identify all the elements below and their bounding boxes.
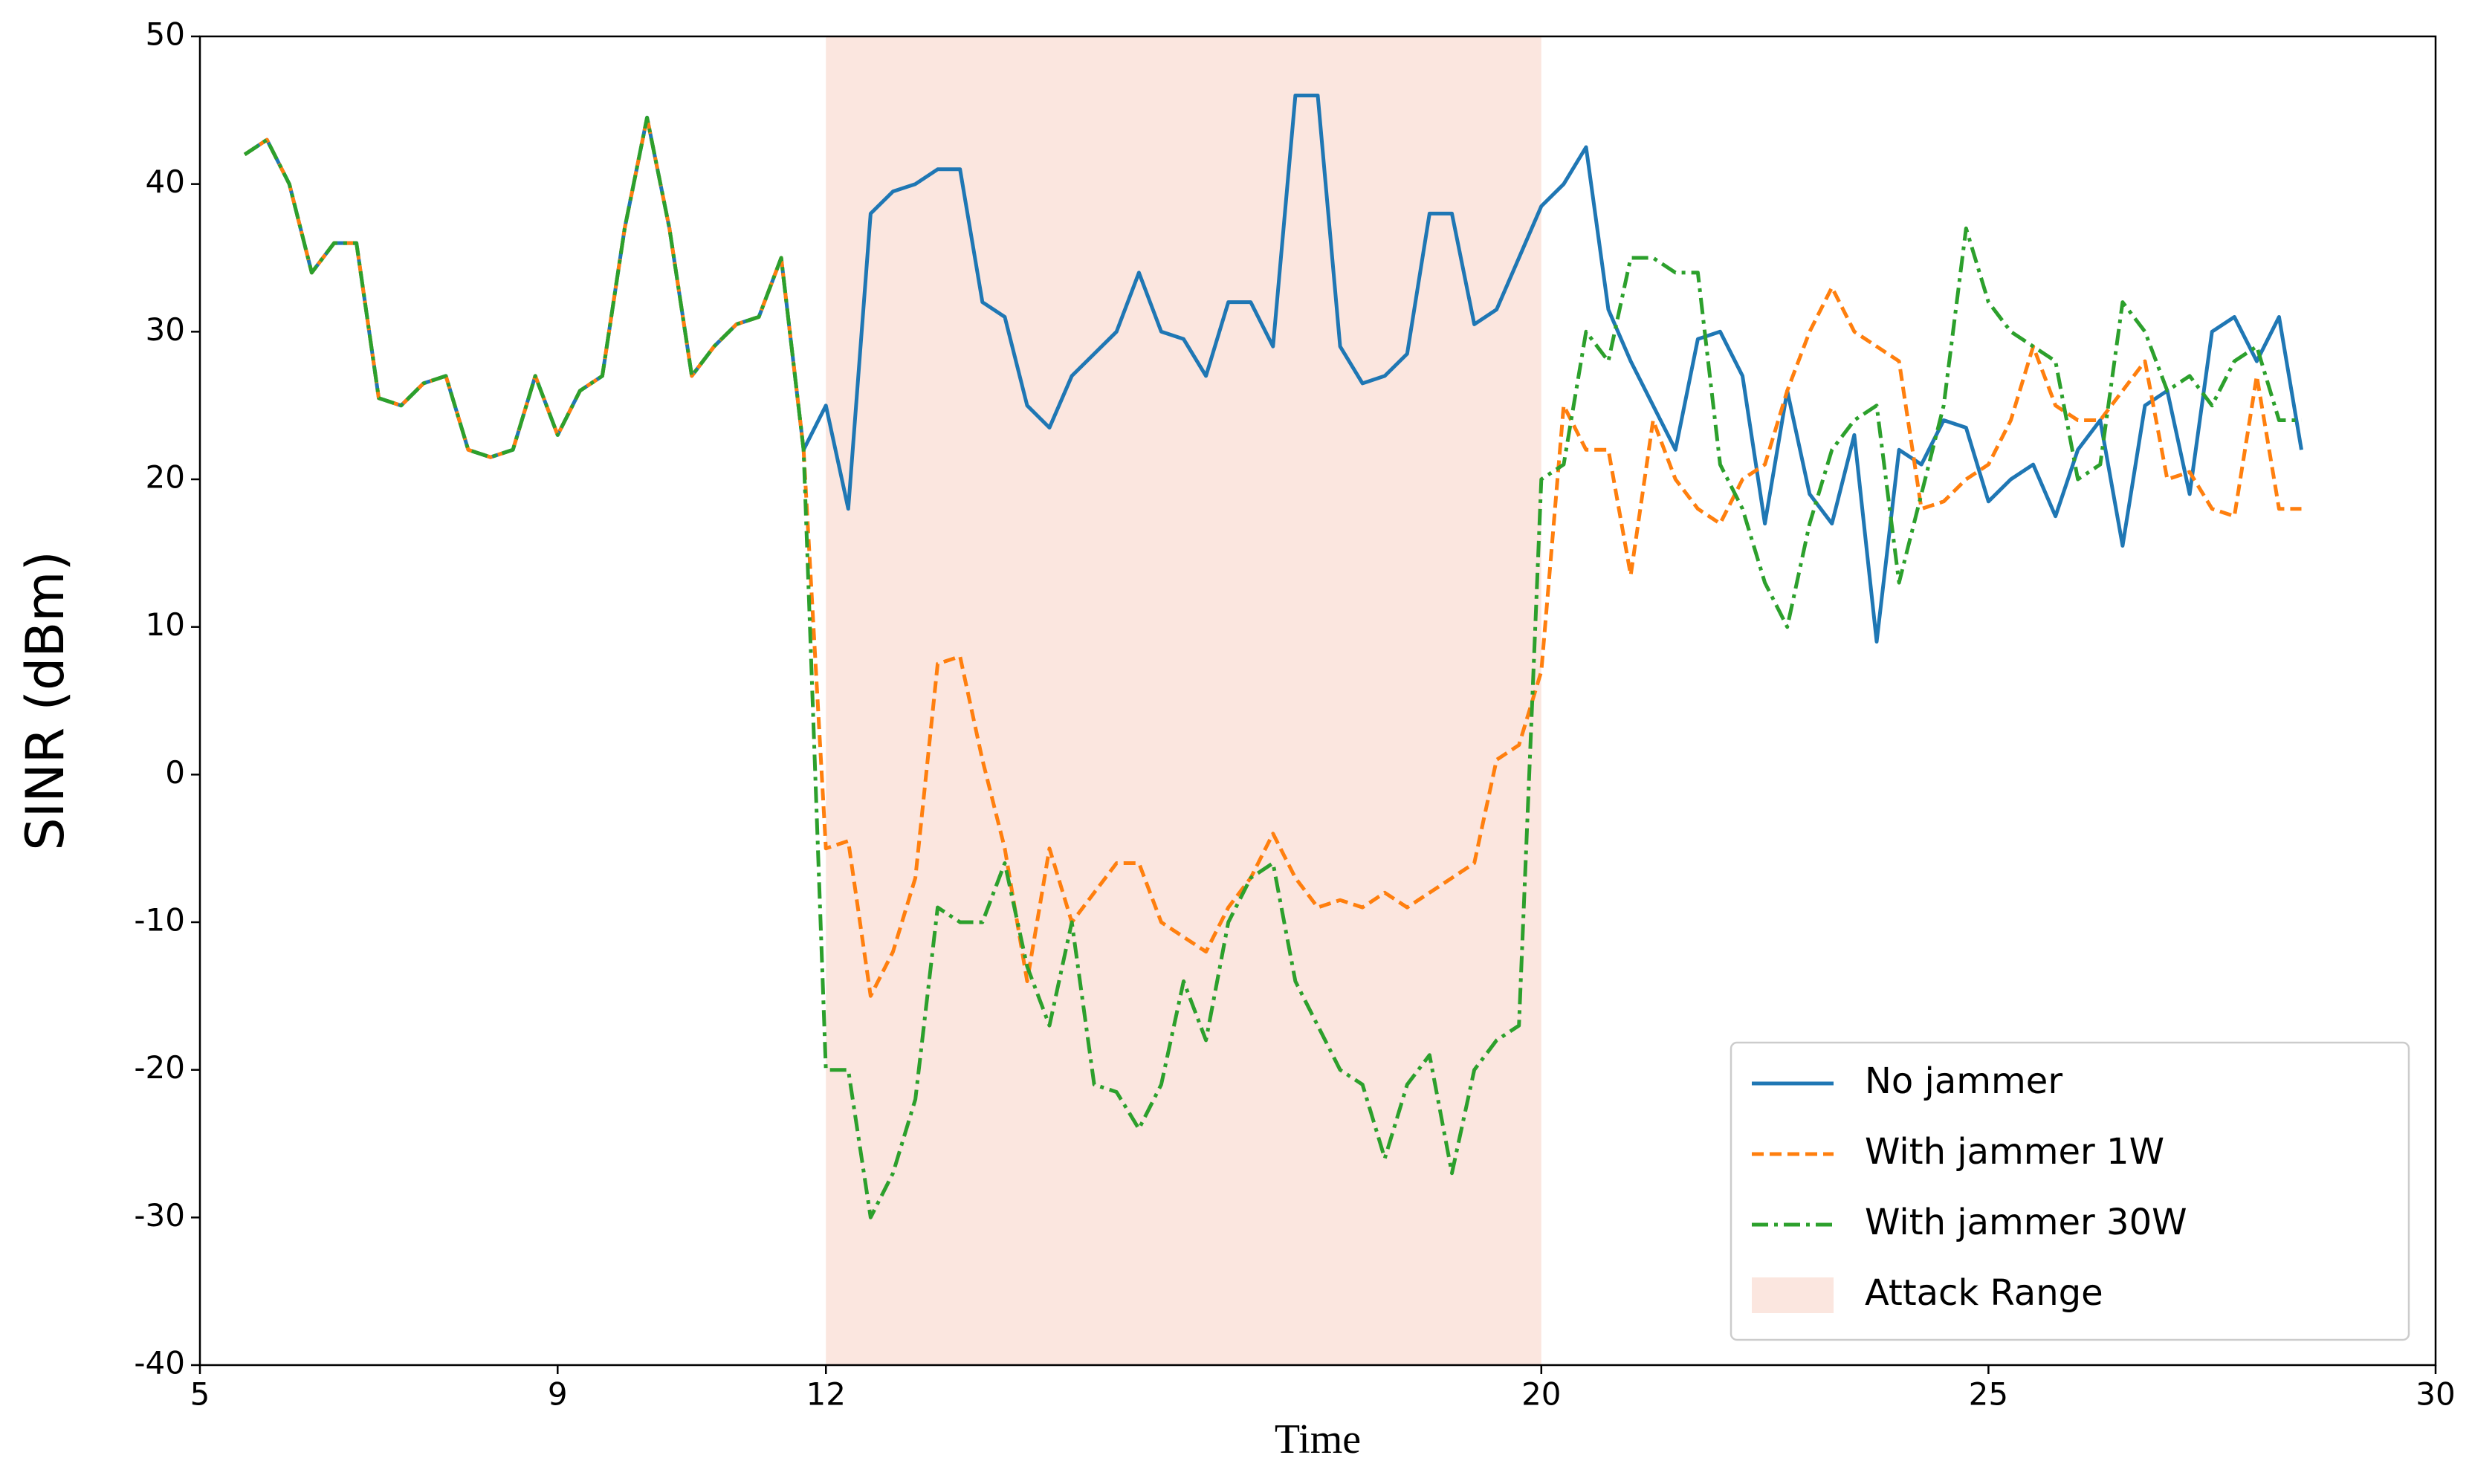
x-tick-label: 12	[806, 1376, 846, 1413]
x-axis-title: Time	[1275, 1416, 1361, 1462]
plot-frame	[198, 35, 2437, 1367]
y-tick-label: 0	[165, 754, 185, 791]
legend-text: With jammer 30W	[1865, 1202, 2187, 1243]
x-tick-label: 5	[190, 1376, 210, 1413]
x-tick-label: 30	[2416, 1376, 2455, 1413]
y-tick-label: -10	[134, 902, 185, 939]
x-tick-label: 25	[1969, 1376, 2008, 1413]
y-tick-label: -40	[134, 1345, 185, 1381]
y-tick-label: 30	[146, 311, 185, 348]
y-tick-label: 20	[146, 459, 185, 496]
legend-swatch	[1752, 1277, 1834, 1313]
x-tick-label: 20	[1521, 1376, 1561, 1413]
y-axis-title: SINR (dBm)	[15, 551, 76, 851]
y-tick-label: -20	[134, 1049, 185, 1086]
y-tick-label: 10	[146, 606, 185, 643]
legend-text: Attack Range	[1865, 1272, 2103, 1314]
y-tick-label: 40	[146, 163, 185, 200]
y-tick-label: 50	[146, 16, 185, 53]
y-tick-label: -30	[134, 1197, 185, 1234]
legend-text: No jammer	[1865, 1060, 2062, 1102]
legend-frame	[1730, 1041, 2410, 1341]
legend: No jammer With jammer 1W With jammer 30W At…	[1730, 1041, 2410, 1341]
legend-text: With jammer 1W	[1865, 1131, 2164, 1173]
x-tick-label: 9	[548, 1376, 568, 1413]
series-line	[243, 115, 2302, 998]
